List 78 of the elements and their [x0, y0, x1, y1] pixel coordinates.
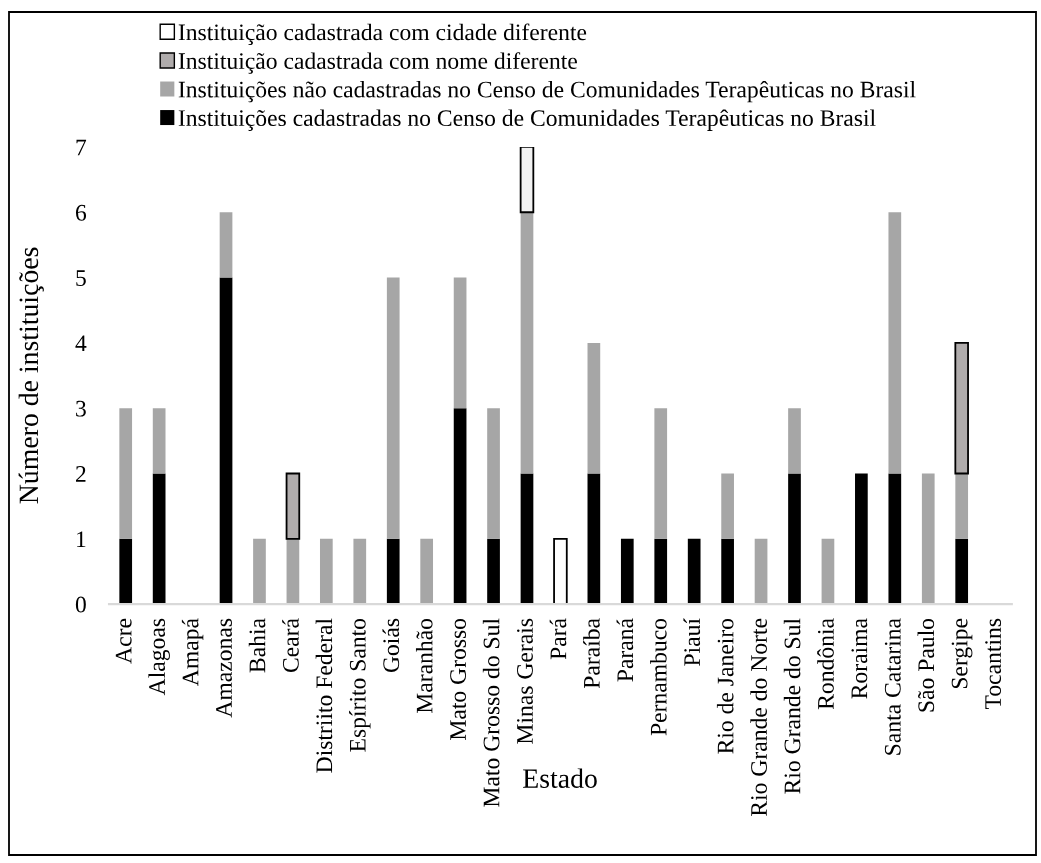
bar: [453, 408, 467, 605]
x-tick-label: Ceará: [282, 618, 299, 673]
x-tick-label: Paraná: [616, 618, 634, 682]
x-tick-label: Tocantins: [985, 618, 1002, 710]
bar: [553, 537, 568, 605]
x-tick-label: Distriito Federal: [315, 618, 333, 773]
bar: [587, 473, 601, 605]
x-tick-label: São Paulo: [917, 618, 935, 712]
y-tick-label: 4: [75, 335, 87, 352]
bar: [955, 538, 969, 605]
y-tick-label: 2: [76, 466, 86, 482]
x-tick-label: Rio Grande do Norte: [750, 618, 767, 816]
bar: [386, 538, 400, 605]
x-tick-label: Santa Catarina: [884, 618, 901, 755]
x-tick-label: Roraima: [851, 618, 868, 699]
bar: [587, 342, 601, 474]
x-axis-title: Estado: [523, 768, 597, 788]
x-tick-label: Amapá: [181, 618, 204, 686]
bar: [855, 473, 868, 605]
bar: [620, 538, 634, 605]
x-tick-label: Mato Grosso: [450, 618, 467, 740]
bar: [687, 538, 701, 605]
bar: [119, 408, 133, 539]
bar: [754, 538, 768, 605]
y-tick-label: 7: [76, 139, 87, 156]
y-tick-label: 5: [76, 270, 86, 286]
bar: [253, 538, 266, 605]
bar: [319, 538, 333, 605]
bar: [888, 212, 902, 474]
bar: [654, 538, 668, 605]
y-tick-label: 3: [76, 400, 86, 417]
bar: [386, 277, 400, 539]
x-tick-label: Pernambuco: [650, 618, 667, 736]
legend-label: Instituição cadastrada com cidade diferente: [178, 23, 587, 46]
x-tick-label: Alagoas: [148, 618, 170, 696]
bar: [788, 408, 801, 474]
x-tick-label: Pará: [549, 618, 567, 660]
bar: [119, 538, 133, 605]
x-tick-label: Paraíba: [583, 618, 600, 689]
x-tick-label: Rio de Janeiro: [716, 618, 734, 754]
x-tick-label: Rio Grande do Sul: [783, 618, 801, 794]
x-tick-label: Amazonas: [216, 618, 232, 718]
x-tick-label: Piauí: [683, 618, 701, 666]
legend-label: Instituições cadastradas no Censo de Comunidades Terapêuticas no Brasil: [178, 109, 876, 131]
legend-label: Instituição cadastrada com nome diferente: [178, 52, 577, 74]
bar: [888, 473, 902, 605]
x-tick-label: Sergipe: [951, 618, 973, 689]
bar: [453, 277, 467, 409]
x-tick-label: Mato Grosso do Sul: [482, 618, 500, 807]
bar: [152, 473, 166, 605]
bar: [420, 538, 434, 605]
legend-label: Instituições não cadastradas no Censo de Comunidades Terapêuticas no Brasil: [178, 80, 916, 103]
y-axis-title: Número de instituições: [18, 247, 44, 504]
bar: [353, 538, 367, 605]
bar: [487, 538, 500, 605]
bar: [519, 146, 535, 214]
bar: [152, 408, 166, 474]
bar: [219, 277, 233, 605]
x-tick-label: Espírito Santo: [349, 618, 371, 752]
x-tick-label: Minas Gerais: [517, 618, 533, 744]
bar: [788, 473, 801, 605]
x-tick-label: Bahia: [248, 618, 266, 673]
x-tick-label: Acre: [115, 618, 132, 664]
y-tick-label: 0: [75, 596, 86, 613]
bar: [654, 408, 668, 539]
bar: [921, 473, 935, 605]
bar: [520, 473, 534, 605]
bar: [721, 473, 734, 539]
bar: [821, 538, 835, 605]
bar: [721, 538, 734, 605]
x-tick-label: Goiás: [382, 618, 400, 673]
bar: [219, 212, 233, 278]
x-tick-label: Maranhão: [415, 618, 433, 714]
y-tick-label: 6: [75, 204, 87, 221]
x-tick-label: Rondônia: [817, 618, 834, 710]
y-tick-label: 1: [77, 531, 86, 547]
bar: [520, 212, 534, 474]
bar: [487, 408, 500, 539]
